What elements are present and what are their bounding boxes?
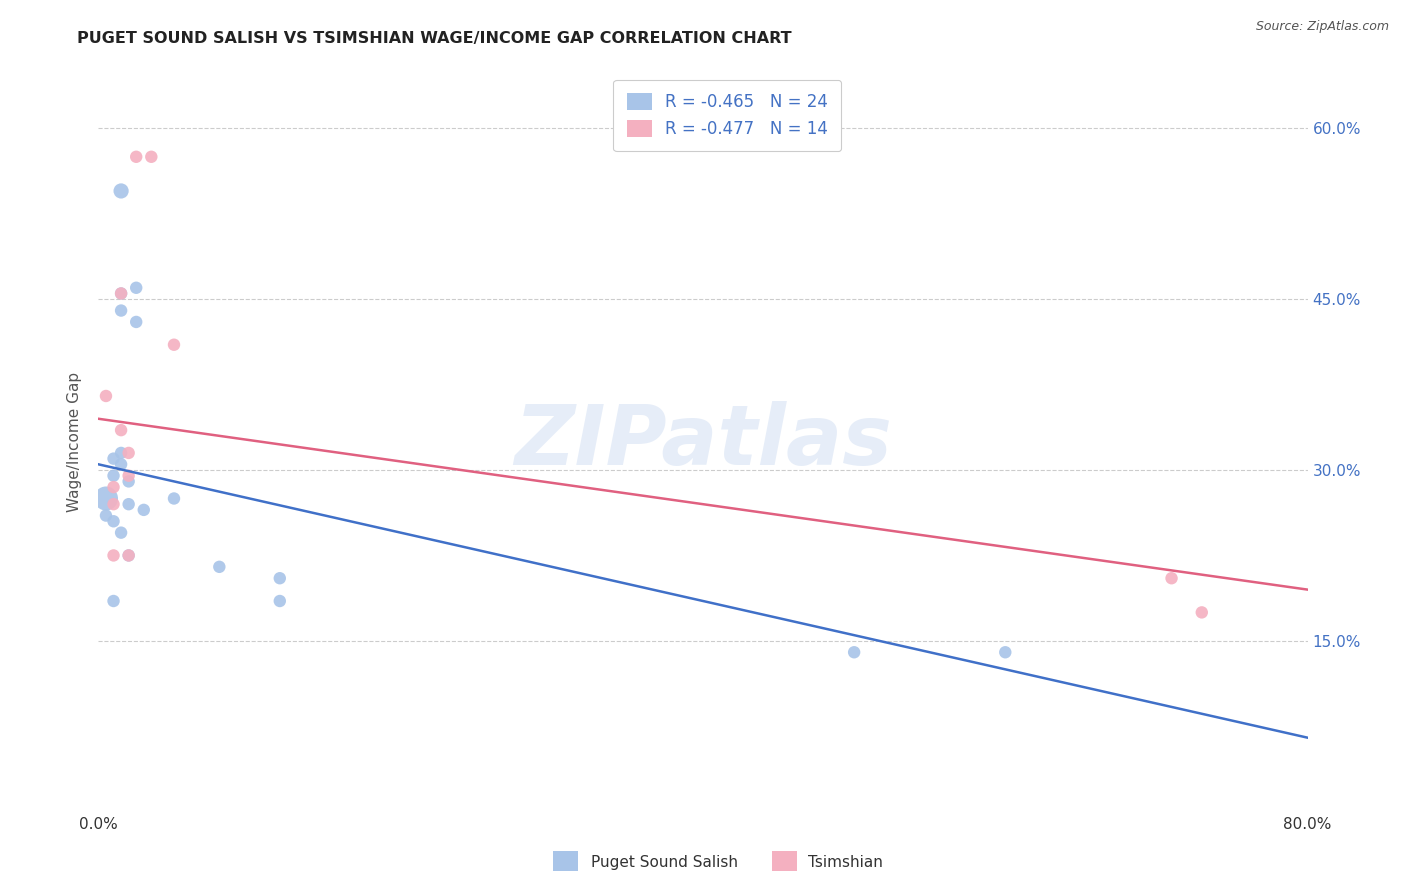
Point [110,525,132,540]
Text: ZIPatlas: ZIPatlas [515,401,891,482]
Text: Source: ZipAtlas.com: Source: ZipAtlas.com [1256,20,1389,33]
Point [141,150,163,164]
Point [103,497,125,511]
Bar [772,851,797,871]
Point [125,150,148,164]
Point [132,503,155,517]
Point [118,497,141,511]
Point [110,423,132,437]
Point [844,645,866,659]
Point [94,389,117,403]
Point [118,446,141,460]
Point [269,571,291,585]
Point [110,286,132,301]
Text: PUGET SOUND SALISH VS TSIMSHIAN WAGE/INCOME GAP CORRELATION CHART: PUGET SOUND SALISH VS TSIMSHIAN WAGE/INC… [77,31,792,46]
Point [103,514,125,528]
Point [118,468,141,483]
Point [103,451,125,466]
Point [103,594,125,608]
Point [103,549,125,563]
Point [110,303,132,318]
Point [94,491,117,506]
Bar [553,851,578,871]
Point [208,559,231,574]
Point [94,508,117,523]
Point [125,281,148,295]
Text: Tsimshian: Tsimshian [808,855,883,870]
Point [110,286,132,301]
Point [110,458,132,472]
Point [269,594,291,608]
Point [163,491,186,506]
Point [110,446,132,460]
Text: Puget Sound Salish: Puget Sound Salish [591,855,738,870]
Point [163,337,186,351]
Point [125,315,148,329]
Point [994,645,1017,659]
Point [1191,606,1213,620]
Point [1160,571,1182,585]
Point [103,468,125,483]
Point [110,184,132,198]
Point [118,549,141,563]
Point [103,480,125,494]
Y-axis label: Wage/Income Gap: Wage/Income Gap [67,371,83,512]
Point [118,475,141,489]
Point [118,549,141,563]
Legend: R = -0.465   N = 24, R = -0.477   N = 14: R = -0.465 N = 24, R = -0.477 N = 14 [613,79,841,151]
